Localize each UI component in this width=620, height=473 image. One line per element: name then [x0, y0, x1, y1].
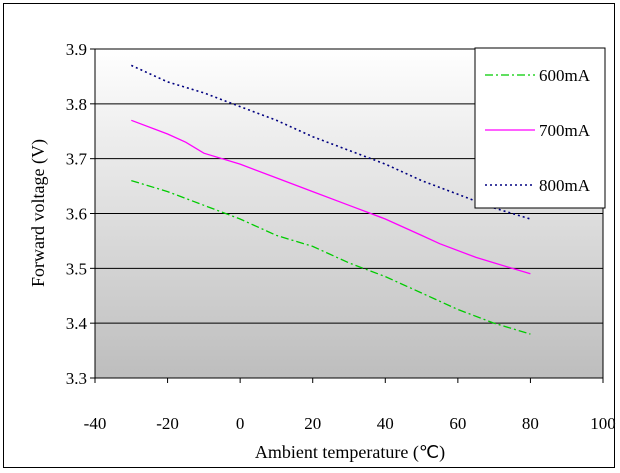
x-axis-title: Ambient temperature (℃): [255, 442, 445, 463]
legend-label: 600mA: [539, 66, 591, 85]
series-line-700mA: [131, 119, 531, 275]
legend-label: 700mA: [539, 121, 591, 140]
series-line-600mA: [131, 179, 531, 335]
y-axis-title: Forward voltage (V): [28, 139, 49, 287]
y-tick-label: 3.9: [66, 40, 87, 59]
x-tick-label: 0: [236, 414, 245, 433]
legend: 600mA 700mA 800mA: [474, 47, 606, 209]
series-line-800mA: [130, 64, 531, 220]
series-group: [130, 64, 531, 335]
y-tick-label: 3.6: [66, 205, 87, 224]
x-tick-label: 80: [522, 414, 539, 433]
x-tick-label: 40: [377, 414, 394, 433]
y-tick-label: 3.5: [66, 259, 87, 278]
x-tick-label: -40: [84, 414, 107, 433]
x-tick-label: 100: [590, 414, 616, 433]
x-tick-label: -20: [156, 414, 179, 433]
y-tick-label: 3.4: [66, 314, 88, 333]
tick-labels: 3.3 3.4 3.5 3.6 3.7 3.8 3.9 -40 -20 0 20 40 60 80 100: [66, 40, 616, 433]
y-tick-label: 3.3: [66, 369, 87, 388]
x-tick-label: 20: [304, 414, 321, 433]
y-tick-label: 3.7: [66, 150, 88, 169]
legend-label: 800mA: [539, 176, 591, 195]
x-tick-label: 60: [449, 414, 466, 433]
y-tick-label: 3.8: [66, 95, 87, 114]
